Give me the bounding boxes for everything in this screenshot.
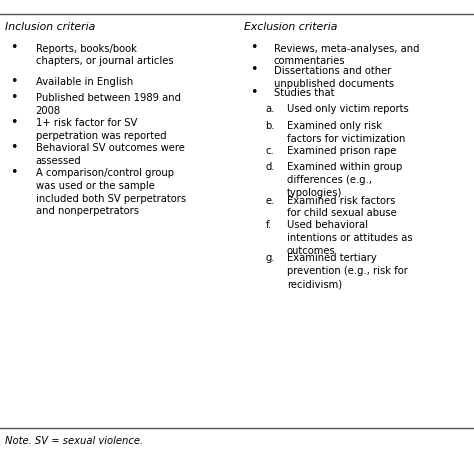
Text: Used only victim reports: Used only victim reports: [287, 104, 409, 114]
Text: f.: f.: [265, 220, 272, 230]
Text: •: •: [250, 85, 257, 98]
Text: •: •: [10, 140, 18, 153]
Text: Examined prison rape: Examined prison rape: [287, 146, 396, 156]
Text: Available in English: Available in English: [36, 77, 133, 87]
Text: 1+ risk factor for SV
perpetration was reported: 1+ risk factor for SV perpetration was r…: [36, 118, 166, 141]
Text: Inclusion criteria: Inclusion criteria: [5, 22, 95, 32]
Text: Exclusion criteria: Exclusion criteria: [244, 22, 337, 32]
Text: •: •: [250, 63, 257, 76]
Text: Examined within group
differences (e.g.,
typologies): Examined within group differences (e.g.,…: [287, 162, 402, 197]
Text: a.: a.: [265, 104, 275, 114]
Text: Reports, books/book
chapters, or journal articles: Reports, books/book chapters, or journal…: [36, 44, 173, 67]
Text: Behavioral SV outcomes were
assessed: Behavioral SV outcomes were assessed: [36, 143, 184, 166]
Text: •: •: [10, 116, 18, 129]
Text: Studies that: Studies that: [274, 88, 335, 98]
Text: Reviews, meta-analyses, and
commentaries: Reviews, meta-analyses, and commentaries: [274, 44, 419, 67]
Text: Published between 1989 and
2008: Published between 1989 and 2008: [36, 93, 181, 116]
Text: A comparison/control group
was used or the sample
included both SV perpetrators
: A comparison/control group was used or t…: [36, 168, 186, 216]
Text: Examined risk factors
for child sexual abuse: Examined risk factors for child sexual a…: [287, 195, 397, 218]
Text: Examined only risk
factors for victimization: Examined only risk factors for victimiza…: [287, 121, 405, 144]
Text: g.: g.: [265, 253, 275, 263]
Text: e.: e.: [265, 195, 275, 205]
Text: Dissertations and other
unpublished documents: Dissertations and other unpublished docu…: [274, 66, 394, 89]
Text: c.: c.: [265, 146, 274, 156]
Text: d.: d.: [265, 162, 275, 172]
Text: •: •: [250, 41, 257, 54]
Text: •: •: [10, 41, 18, 54]
Text: Examined tertiary
prevention (e.g., risk for
recidivism): Examined tertiary prevention (e.g., risk…: [287, 253, 408, 288]
Text: •: •: [10, 91, 18, 104]
Text: •: •: [10, 165, 18, 178]
Text: Note. SV = sexual violence.: Note. SV = sexual violence.: [5, 435, 143, 445]
Text: •: •: [10, 74, 18, 87]
Text: b.: b.: [265, 121, 275, 131]
Text: Used behavioral
intentions or attitudes as
outcomes: Used behavioral intentions or attitudes …: [287, 220, 412, 255]
